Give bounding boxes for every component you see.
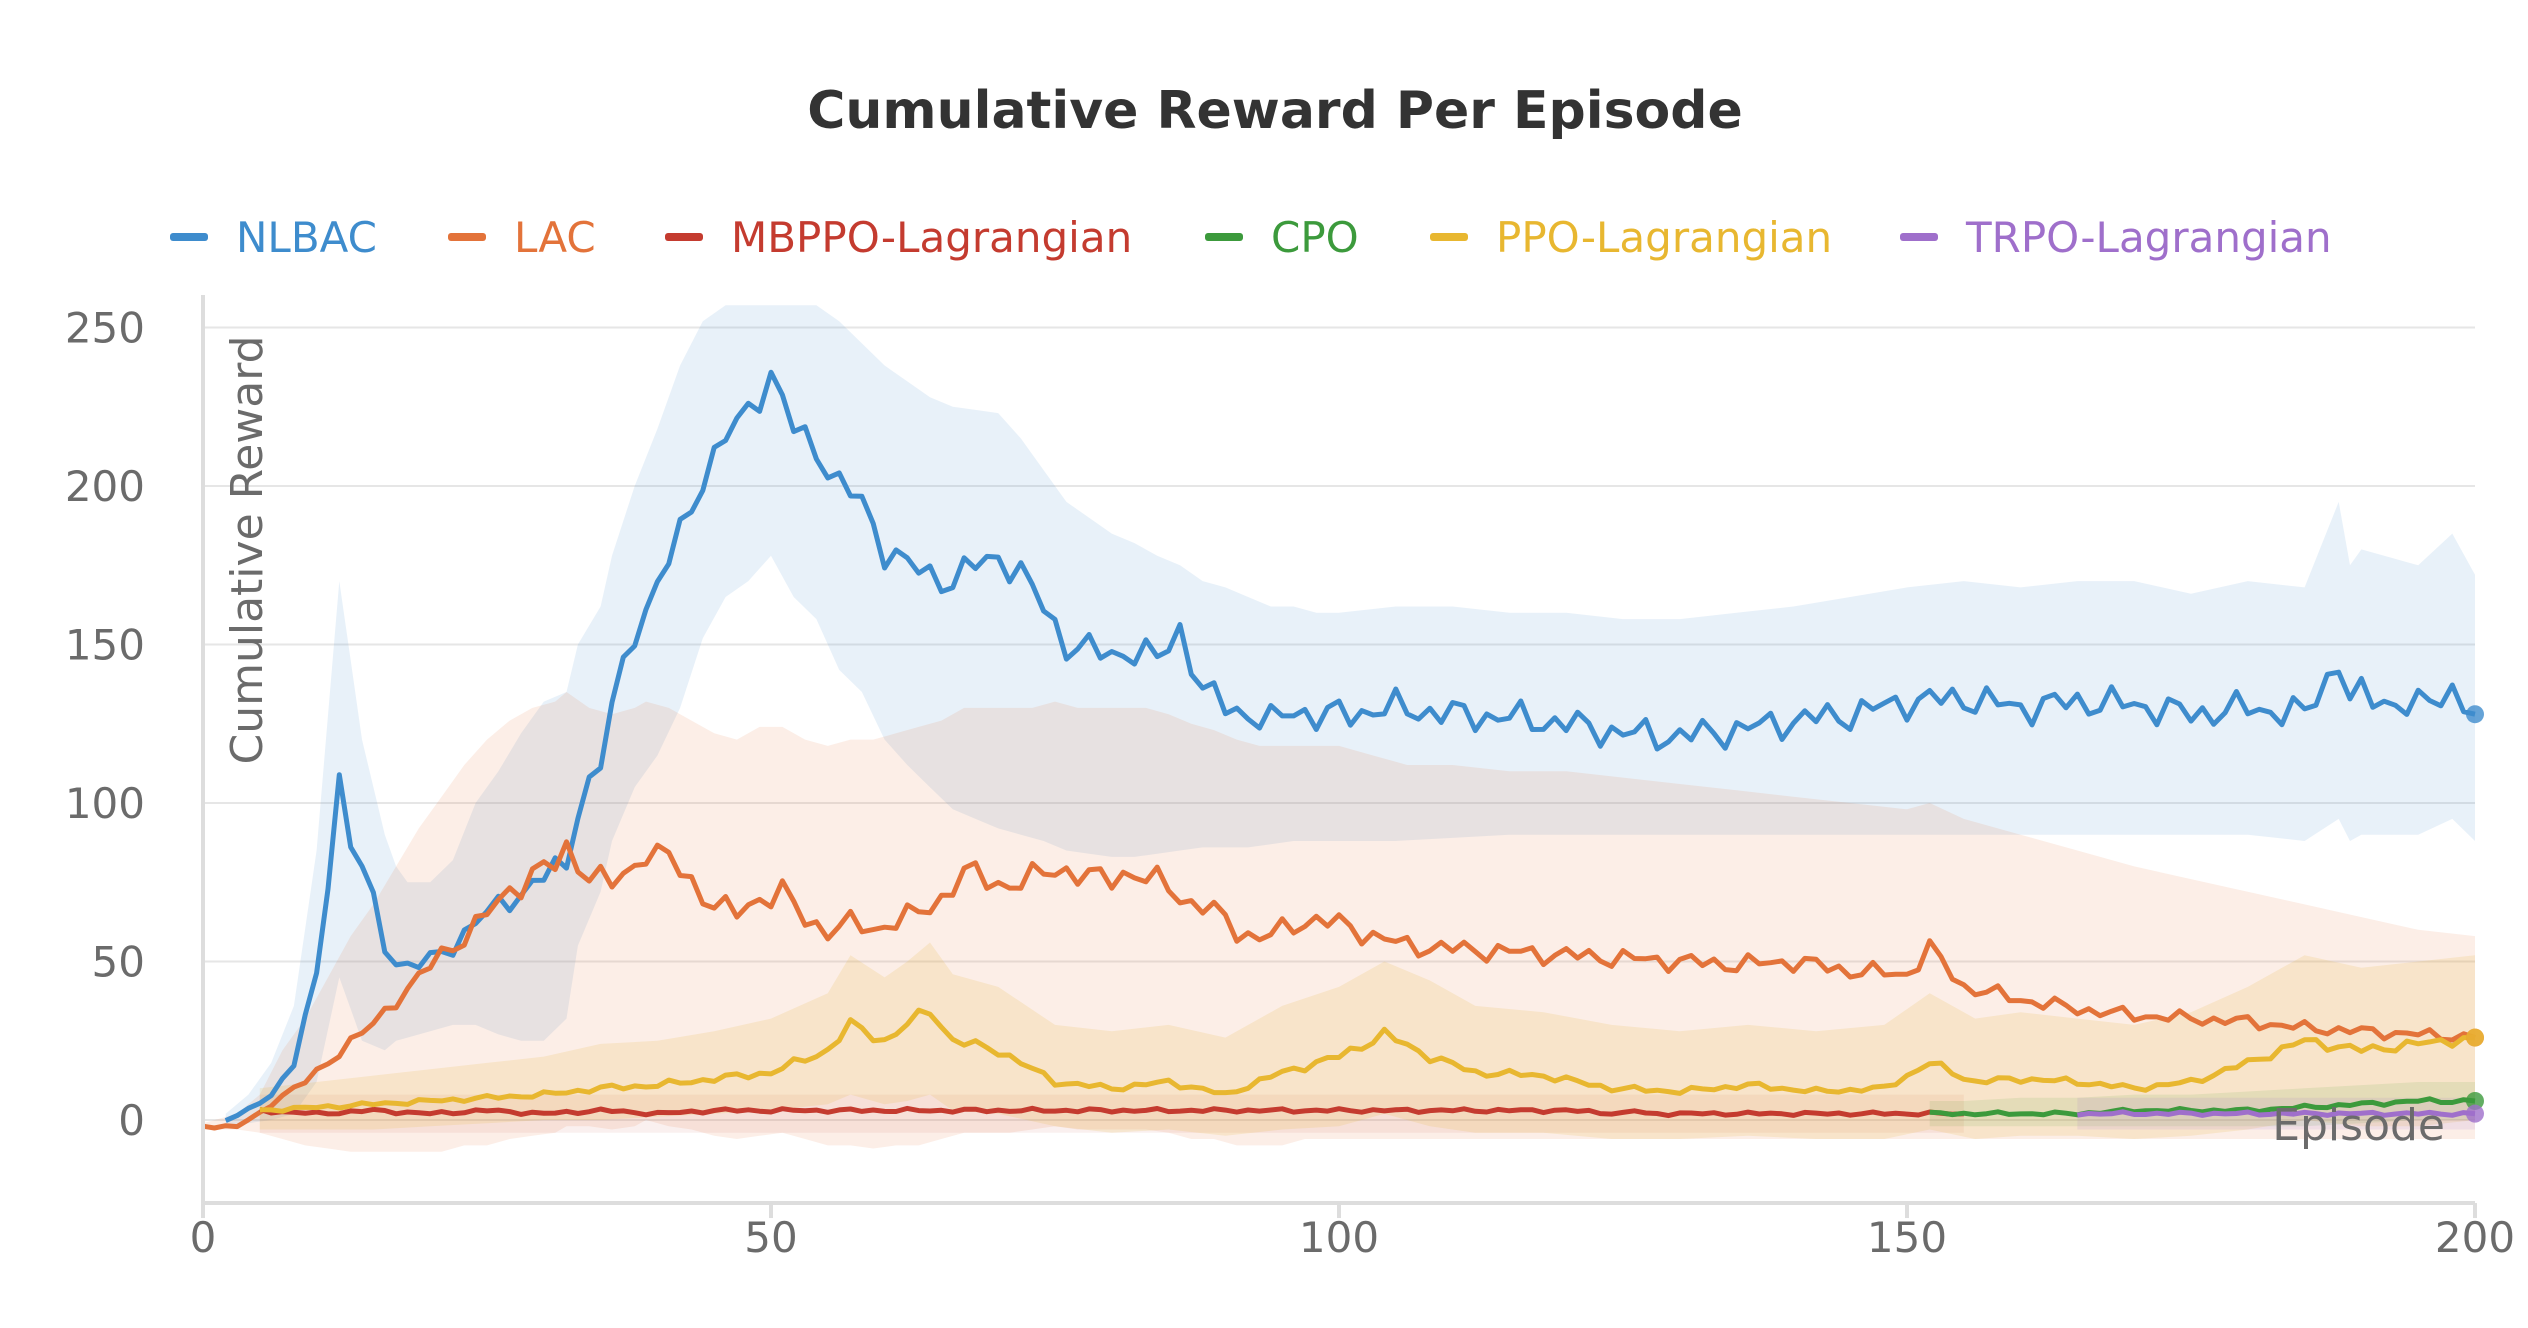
- y-axis-label: Cumulative Reward: [222, 336, 273, 765]
- cpo-line: [1929, 1096, 2476, 1118]
- legend-label: TRPO-Lagrangian: [1965, 213, 2332, 262]
- x-tick-labels: 0 50 100 150 200: [190, 1203, 2515, 1262]
- chart-title: Cumulative Reward Per Episode: [807, 81, 1743, 141]
- y-tick-label: 100: [65, 779, 145, 828]
- lac-band: [203, 692, 2475, 1152]
- legend-item-lac[interactable]: LAC: [448, 213, 596, 262]
- nlbac-line: [224, 369, 2476, 1123]
- legend-item-nlbac[interactable]: NLBAC: [170, 213, 377, 262]
- legend-label: NLBAC: [236, 213, 377, 262]
- y-tick-label: 50: [92, 938, 145, 987]
- y-tick-label: 200: [65, 462, 145, 511]
- lac-line: [202, 839, 2476, 1131]
- legend-swatch: [665, 233, 703, 241]
- legend-swatch: [448, 233, 486, 241]
- y-tick-label: 0: [118, 1096, 145, 1145]
- legend-item-cpo[interactable]: CPO: [1205, 213, 1359, 262]
- ppo-lagrangian-endpoint: [2466, 1028, 2484, 1047]
- nlbac-endpoint: [2466, 705, 2484, 724]
- cpo-endpoint: [2466, 1091, 2484, 1110]
- legend-label: LAC: [514, 213, 596, 262]
- y-tick-label: 250: [65, 304, 145, 353]
- nlbac-band: [225, 305, 2476, 1127]
- trpo-lagrangian-endpoint: [2466, 1104, 2484, 1123]
- confidence-bands: [203, 305, 2476, 1152]
- series-lines: [202, 369, 2476, 1131]
- x-tick-label: 0: [190, 1213, 217, 1262]
- trpo-lagrangian-line: [2077, 1109, 2476, 1118]
- y-tick-label: 150: [65, 621, 145, 670]
- legend-label: CPO: [1271, 213, 1359, 262]
- y-tick-labels: 0 50 100 150 200 250: [65, 304, 145, 1146]
- x-tick-label: 50: [744, 1213, 797, 1262]
- legend-item-ppo-lagrangian[interactable]: PPO-Lagrangian: [1430, 213, 1832, 262]
- ppo-lagrangian-line: [259, 1007, 2475, 1114]
- legend-swatch: [170, 233, 208, 241]
- legend-swatch: [1430, 233, 1468, 241]
- legend-swatch: [1900, 233, 1938, 241]
- legend-swatch: [1205, 233, 1243, 241]
- legend[interactable]: NLBAC LAC MBPPO-Lagrangian CPO PPO-Lagrangia…: [170, 213, 2332, 262]
- legend-item-mbppo-lagrangian[interactable]: MBPPO-Lagrangian: [665, 213, 1132, 262]
- legend-label: MBPPO-Lagrangian: [731, 213, 1132, 262]
- legend-label: PPO-Lagrangian: [1496, 213, 1832, 262]
- x-tick-label: 150: [1867, 1213, 1947, 1262]
- mbppo-lagrangian-line: [259, 1105, 1964, 1119]
- series-endpoints: [2466, 705, 2484, 1123]
- x-axis-label: Episode: [2272, 1100, 2445, 1151]
- x-tick-label: 200: [2435, 1213, 2515, 1262]
- ppo-lagrangian-band: [259, 942, 2475, 1139]
- x-tick-label: 100: [1299, 1213, 1379, 1262]
- legend-item-trpo-lagrangian[interactable]: TRPO-Lagrangian: [1900, 213, 2332, 262]
